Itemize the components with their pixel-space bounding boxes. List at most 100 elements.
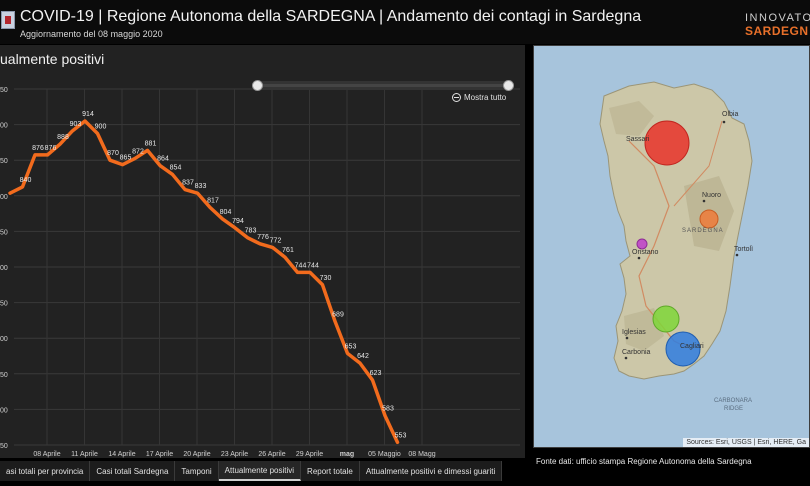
chart-panel: 50 00 50 00 50 00 50 00 50 00 50 08 Aprile 11 Aprile…	[0, 45, 525, 458]
data-label: 876	[32, 145, 44, 152]
map-label-nuoro: Nuoro	[702, 192, 721, 199]
map-label-sardegna: SARDEGNA	[682, 228, 724, 234]
line-chart: 50 00 50 00 50 00 50 00 50 00 50 08 Aprile 11 Aprile…	[0, 87, 520, 458]
map-label-iglesias: Iglesias	[622, 329, 646, 336]
data-label: 583	[382, 406, 394, 413]
show-all-button[interactable]: Mostra tutto	[452, 93, 506, 102]
bubble-cagliari[interactable]	[665, 331, 701, 367]
data-label: 553	[395, 432, 407, 439]
data-label: 900	[95, 124, 107, 131]
tab-bar: asi totali per provincia Casi totali Sar…	[0, 461, 530, 483]
tab-attualmente-positivi[interactable]: Attualmente positivi	[218, 461, 302, 481]
bubble-sassari[interactable]	[644, 120, 690, 166]
tab-casi-provincia[interactable]: asi totali per provincia	[0, 461, 91, 481]
map-label-carbonia: Carbonia	[622, 349, 651, 356]
x-tick-label: 26 Aprile	[258, 451, 285, 458]
y-tick-label: 50	[0, 229, 8, 236]
page-title: COVID-19 | Regione Autonoma della SARDEG…	[20, 8, 642, 25]
data-label: 881	[145, 140, 157, 147]
bubble-nuoro[interactable]	[699, 209, 719, 229]
map-label-carbonara: CARBONARA	[714, 398, 752, 404]
y-tick-label: 00	[0, 265, 8, 272]
range-slider-handle-start[interactable]	[252, 80, 263, 91]
data-label: 865	[120, 155, 132, 162]
data-label: 914	[82, 111, 94, 118]
data-source-note: Fonte dati: ufficio stampa Regione Auton…	[536, 457, 752, 466]
series-line	[8, 119, 400, 445]
x-tick-label: 29 Aprile	[296, 451, 323, 458]
y-tick-label: 00	[0, 336, 8, 343]
x-tick-label: mag	[340, 451, 354, 458]
map-label-ridge: RIDGE	[724, 406, 743, 412]
data-label: 744	[307, 262, 319, 269]
map-label-sassari: Sassari	[626, 136, 650, 143]
data-label: 794	[232, 218, 244, 225]
x-tick-label: 23 Aprile	[221, 451, 248, 458]
data-label: 903	[70, 121, 82, 128]
map-panel[interactable]: Sassari Olbia Nuoro SARDEGNA Tortolì Ori…	[533, 45, 810, 448]
zoom-out-icon	[452, 93, 461, 102]
y-tick-label: 50	[0, 87, 8, 94]
map-label-oristano: Oristano	[632, 249, 659, 256]
show-all-label: Mostra tutto	[464, 93, 507, 102]
data-label: 876	[45, 145, 57, 152]
data-label: 864	[157, 156, 169, 163]
brand-logo-top: INNOVATO	[745, 12, 810, 24]
data-label: 804	[220, 209, 232, 216]
data-label: 817	[207, 197, 219, 204]
update-date: Aggiornamento del 08 maggio 2020	[20, 29, 163, 39]
map-label-olbia: Olbia	[722, 111, 738, 118]
range-slider-handle-end[interactable]	[503, 80, 514, 91]
data-label: 772	[270, 237, 282, 244]
map-attribution: Sources: Esri, USGS | Esri, HERE, Ga	[683, 438, 809, 447]
y-tick-label: 50	[0, 372, 8, 379]
tab-report-totale[interactable]: Report totale	[301, 461, 360, 481]
x-tick-label: 11 Aprile	[71, 451, 98, 458]
y-tick-label: 00	[0, 123, 8, 130]
data-label: 783	[245, 228, 257, 235]
x-tick-label: 17 Aprile	[146, 451, 173, 458]
x-tick-label: 05 Maggio	[368, 451, 401, 458]
range-slider-fill	[255, 84, 510, 87]
y-tick-label: 00	[0, 194, 8, 201]
terrain-north	[609, 101, 654, 136]
data-label: 642	[357, 353, 369, 360]
map-label-cagliari: Cagliari	[680, 343, 704, 350]
data-label: 833	[195, 183, 207, 190]
region-logo	[1, 11, 15, 29]
data-label: 653	[345, 343, 357, 350]
data-label: 840	[20, 177, 32, 184]
tab-casi-sardegna[interactable]: Casi totali Sardegna	[90, 461, 176, 481]
data-label: 761	[282, 247, 294, 254]
y-tick-label: 00	[0, 407, 8, 414]
sardinia-map[interactable]: Sassari Olbia Nuoro SARDEGNA Tortolì Ori…	[534, 46, 810, 448]
bubble-oristano[interactable]	[636, 238, 648, 250]
y-tick-label: 50	[0, 158, 8, 165]
map-label-tortoli: Tortolì	[734, 246, 753, 253]
data-label: 872	[132, 148, 144, 155]
range-slider[interactable]	[252, 80, 514, 91]
data-label: 854	[170, 164, 182, 171]
header-bar: COVID-19 | Regione Autonoma della SARDEG…	[0, 0, 810, 44]
bubble-sud-sardegna[interactable]	[652, 305, 680, 333]
data-label: 744	[295, 262, 307, 269]
tab-tamponi[interactable]: Tamponi	[175, 461, 219, 481]
city-dots	[624, 120, 739, 360]
chart-title: ualmente positivi	[0, 51, 105, 67]
data-label: 623	[370, 370, 382, 377]
x-tick-label: 20 Aprile	[183, 451, 210, 458]
x-tick-label: 14 Aprile	[108, 451, 135, 458]
data-label: 776	[257, 234, 269, 241]
sardinia-island-shape	[599, 81, 753, 380]
y-tick-label: 50	[0, 301, 8, 308]
data-label: 888	[57, 134, 69, 141]
data-label: 837	[182, 180, 194, 187]
x-tick-label: 08 Aprile	[33, 451, 60, 458]
y-tick-label: 50	[0, 443, 8, 450]
data-label: 870	[107, 150, 119, 157]
data-label: 730	[320, 275, 332, 282]
x-tick-label: 08 Magg	[408, 451, 435, 458]
data-label: 689	[332, 311, 344, 318]
tab-positivi-guariti[interactable]: Attualmente positivi e dimessi guariti	[359, 461, 503, 481]
brand-logo-bottom: SARDEGN	[745, 24, 809, 38]
